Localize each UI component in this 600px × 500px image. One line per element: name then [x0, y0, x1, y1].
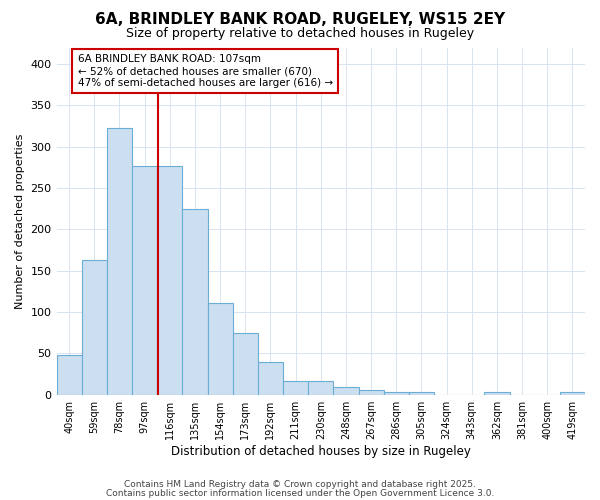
Bar [334, 388, 359, 394]
Bar [308, 380, 334, 394]
Bar [258, 362, 283, 394]
Bar [132, 166, 157, 394]
Text: Contains HM Land Registry data © Crown copyright and database right 2025.: Contains HM Land Registry data © Crown c… [124, 480, 476, 489]
Bar [283, 380, 308, 394]
Bar [359, 390, 383, 394]
Bar [182, 208, 208, 394]
Bar [560, 392, 585, 394]
X-axis label: Distribution of detached houses by size in Rugeley: Distribution of detached houses by size … [171, 444, 471, 458]
Bar [409, 392, 434, 394]
Text: Contains public sector information licensed under the Open Government Licence 3.: Contains public sector information licen… [106, 488, 494, 498]
Text: Size of property relative to detached houses in Rugeley: Size of property relative to detached ho… [126, 28, 474, 40]
Bar [233, 332, 258, 394]
Bar [484, 392, 509, 394]
Y-axis label: Number of detached properties: Number of detached properties [15, 134, 25, 309]
Bar [208, 303, 233, 394]
Bar [383, 392, 409, 394]
Bar [107, 128, 132, 394]
Bar [56, 355, 82, 395]
Text: 6A BRINDLEY BANK ROAD: 107sqm
← 52% of detached houses are smaller (670)
47% of : 6A BRINDLEY BANK ROAD: 107sqm ← 52% of d… [77, 54, 333, 88]
Text: 6A, BRINDLEY BANK ROAD, RUGELEY, WS15 2EY: 6A, BRINDLEY BANK ROAD, RUGELEY, WS15 2E… [95, 12, 505, 28]
Bar [157, 166, 182, 394]
Bar [82, 260, 107, 394]
